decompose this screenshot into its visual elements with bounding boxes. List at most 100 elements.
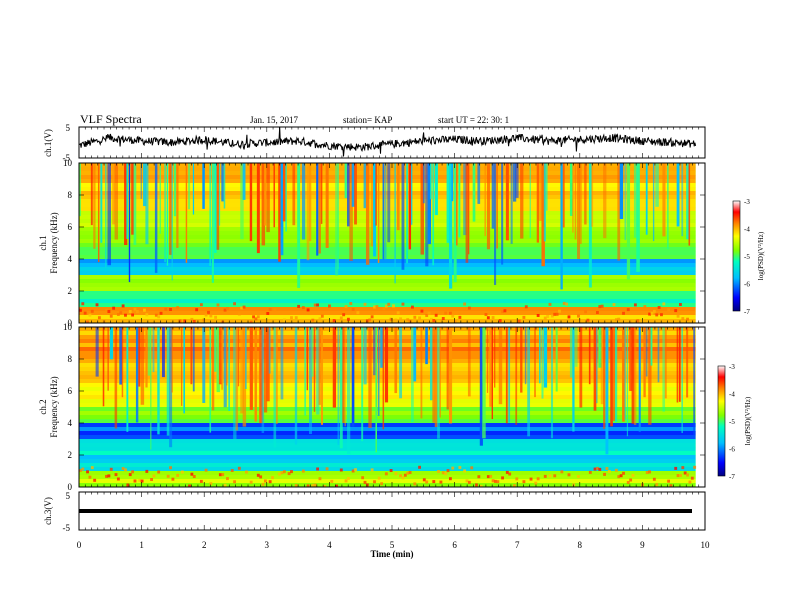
freq-tick-label: 0 — [68, 318, 73, 328]
spectrogram-streak — [259, 327, 263, 424]
spectrogram-streak — [263, 327, 268, 413]
spectrogram-streak — [249, 327, 253, 410]
spectrogram-streak — [472, 163, 476, 222]
spectrogram-lowband — [513, 319, 516, 323]
spectrogram-streak — [109, 327, 114, 360]
spectrogram-streak — [90, 163, 93, 226]
spectrogram-lowband — [195, 308, 199, 312]
spectrogram-lowband — [652, 309, 656, 313]
ch1-spec-ylabel: ch.1 — [38, 235, 48, 250]
spectrogram-lowband — [553, 474, 557, 478]
spectrogram-streak — [479, 327, 483, 446]
spectrogram-streak — [233, 327, 237, 441]
spectrogram-streak — [655, 163, 659, 207]
spectrogram-lowband — [192, 475, 196, 478]
spectrogram-lowband — [268, 308, 272, 311]
spectrogram-streak — [612, 327, 616, 421]
time-tick-label: 4 — [327, 540, 332, 550]
spectrogram-lowband — [83, 311, 87, 315]
spectrogram-lowband — [290, 316, 293, 320]
spectrogram-streak — [486, 163, 491, 250]
spectrogram-streak — [351, 327, 355, 427]
spectrogram-streak — [218, 163, 221, 226]
spectrogram-streak — [543, 327, 548, 388]
spectrogram-row — [79, 435, 696, 440]
spectrogram-streak — [679, 327, 681, 402]
spectrogram-lowband — [543, 474, 547, 478]
spectrogram-lowband — [550, 314, 554, 318]
spectrogram-lowband — [451, 466, 455, 470]
spectrogram-streak — [344, 327, 346, 427]
spectrogram-lowband — [275, 320, 279, 323]
spectrogram-row — [79, 251, 696, 256]
spectrogram-streak — [316, 327, 320, 415]
spectrogram-streak — [520, 327, 523, 393]
spectrogram-lowband — [394, 318, 398, 322]
spectrogram-row — [79, 311, 696, 316]
spectrogram-streak — [541, 327, 544, 399]
spectrogram-lowband — [676, 314, 680, 318]
ch1-waveform-ylabel: ch.1(V) — [43, 129, 53, 157]
spectrogram-streak — [240, 327, 244, 414]
spectrogram-row — [79, 455, 696, 460]
spectrogram-lowband — [560, 470, 564, 474]
spectrogram-lowband — [79, 308, 82, 312]
spectrogram-streak — [278, 163, 281, 262]
spectrogram-lowband — [180, 470, 184, 474]
spectrogram-lowband — [486, 475, 490, 479]
spectrogram-streak — [126, 163, 129, 239]
time-tick-label: 0 — [77, 540, 82, 550]
spectrogram-lowband — [548, 302, 552, 306]
spectrogram-streak — [439, 327, 441, 418]
spectrogram-lowband — [614, 468, 618, 472]
spectrogram-streak — [453, 163, 457, 283]
spectrogram-lowband — [543, 316, 547, 320]
spectrogram-streak — [572, 327, 575, 432]
spectrogram-streak — [603, 327, 606, 429]
spectrogram-streak — [339, 327, 343, 449]
spectrogram-lowband — [245, 470, 248, 474]
spectrogram-lowband — [558, 309, 561, 313]
spectrogram-lowband — [278, 472, 282, 476]
spectrogram-row — [79, 167, 696, 172]
spectrogram-streak — [588, 163, 592, 288]
spectrogram-lowband — [394, 472, 398, 476]
spectrogram-streak — [498, 327, 503, 405]
time-tick-label: 1 — [139, 540, 144, 550]
spectrogram-streak — [539, 163, 542, 221]
spectrogram-streak — [605, 327, 609, 455]
spectrogram-lowband — [515, 477, 519, 481]
spectrogram-lowband — [280, 471, 284, 475]
spectrogram-streak — [387, 163, 391, 243]
spectrogram-lowband — [370, 468, 374, 472]
ch2-spectrogram-panel: ch.2 Frequency (kHz) 0 2 4 6 8 10 — [38, 322, 706, 492]
spectrogram-lowband — [88, 313, 92, 317]
time-tick-label: 5 — [390, 540, 395, 550]
spectrogram-lowband — [90, 466, 94, 470]
spectrogram-lowband — [261, 482, 265, 486]
spectrogram-lowband — [126, 483, 130, 487]
spectrogram-lowband — [380, 482, 384, 486]
spectrogram-streak — [223, 327, 227, 408]
spectrogram-streak — [292, 163, 296, 226]
spectrogram-streak — [216, 327, 220, 393]
spectrogram-lowband — [448, 311, 452, 315]
spectrogram-streak — [121, 327, 124, 398]
spectrogram-streak — [316, 163, 319, 256]
spectrogram-lowband — [662, 302, 666, 306]
spectrogram-row — [79, 255, 696, 260]
spectrogram-streak — [629, 327, 633, 391]
spectrogram-lowband — [674, 309, 678, 313]
spectrogram-lowband — [109, 467, 113, 471]
spectrogram-streak — [266, 163, 270, 233]
spectrogram-lowband — [660, 313, 663, 317]
spectrogram-lowband — [233, 480, 236, 484]
spectrogram-streak — [192, 327, 195, 392]
spectrogram-streak — [169, 163, 172, 255]
spectrogram-streak — [342, 327, 345, 423]
ch1-colorbar: -3 -4 -5 -6 -7 log(PSD)(V²/Hz) — [732, 198, 765, 316]
spectrogram-lowband — [256, 315, 260, 319]
spectrogram-lowband — [339, 316, 343, 320]
spectrogram-row — [79, 467, 696, 472]
